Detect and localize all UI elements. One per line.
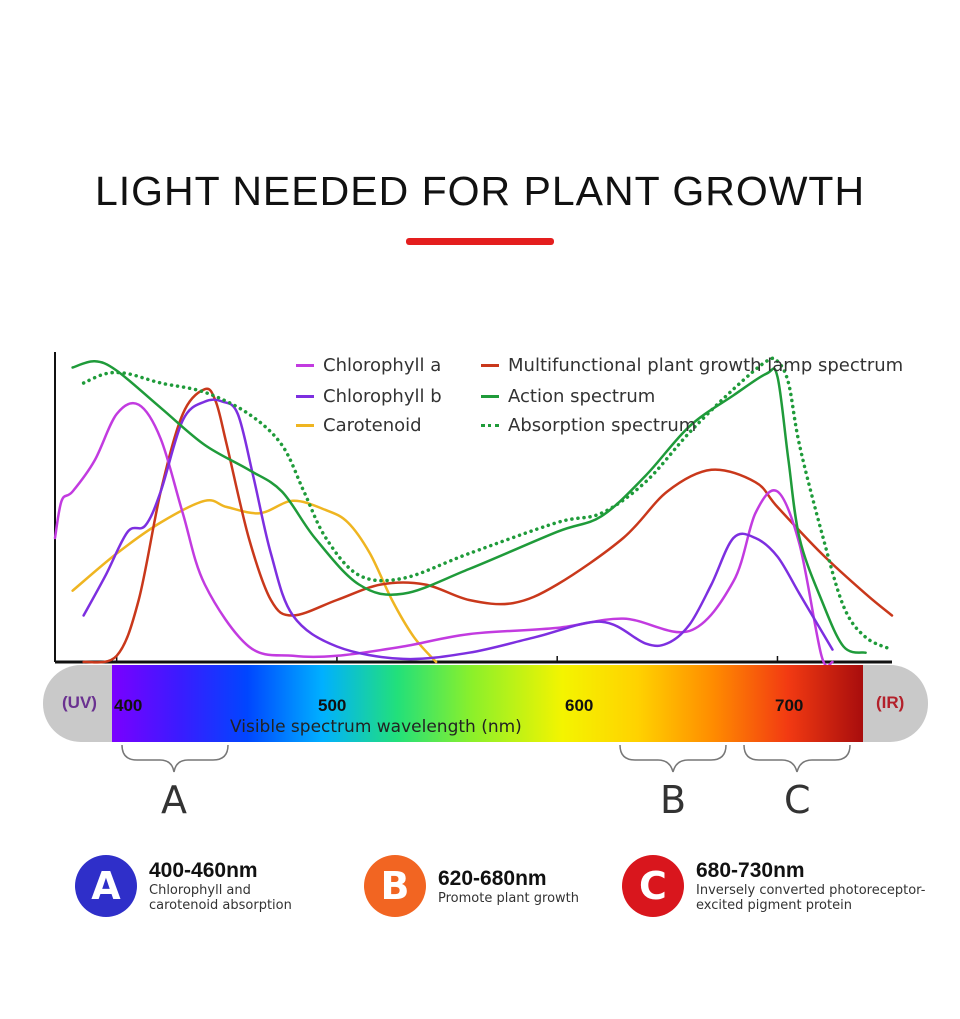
chart-series-layer — [53, 356, 894, 665]
legend-swatch — [296, 424, 314, 427]
series-line-absorption-spectrum — [81, 356, 894, 652]
legend-label: Action spectrum — [508, 386, 656, 407]
band-desc-line: excited pigment protein — [696, 898, 852, 913]
page-title: LIGHT NEEDED FOR PLANT GROWTH — [94, 168, 866, 214]
legend-swatch — [481, 364, 499, 367]
legend-item-chlorophyll-a: Chlorophyll a — [296, 355, 441, 376]
tick-label-500: 500 — [318, 696, 347, 715]
badge-b: B — [364, 855, 426, 917]
ir-label: (IR) — [876, 693, 905, 712]
series-line-chlorophyll-b — [82, 398, 834, 661]
legend-item-carotenoid: Carotenoid — [296, 415, 422, 436]
legend-label: Multifunctional plant growth lamp spectr… — [508, 355, 904, 376]
tick-label-400: 400 — [114, 696, 143, 715]
band-info-b: B 620-680nm Promote plant growth — [364, 855, 579, 917]
bracket-c — [743, 744, 851, 773]
legend-label: Absorption spectrum — [508, 415, 697, 436]
legend-swatch — [296, 364, 314, 367]
legend-label: Chlorophyll a — [323, 355, 442, 376]
bracket-a — [121, 744, 229, 773]
tick-label-700: 700 — [775, 696, 804, 715]
series-line-chlorophyll-a — [53, 401, 834, 665]
band-range: 620-680nm — [438, 866, 547, 890]
visible-spectrum-bar: (UV) (IR) 400 500 600 700 Visible spectr… — [43, 665, 928, 742]
badge-c: C — [622, 855, 684, 917]
band-desc-line: Promote plant growth — [438, 890, 580, 906]
legend-swatch — [296, 395, 314, 398]
series-line-carotenoid — [71, 498, 438, 664]
band-letter-b: B — [660, 778, 687, 822]
spectrum-caption: Visible spectrum wavelength (nm) — [230, 717, 522, 737]
legend-swatch — [481, 395, 499, 398]
band-range: 680-730nm — [696, 859, 805, 882]
uv-label: (UV) — [62, 693, 97, 712]
band-info-a: A 400-460nm Chlorophyll and carotenoid a… — [75, 855, 292, 917]
bracket-b — [619, 744, 727, 773]
legend-item-chlorophyll-b: Chlorophyll b — [296, 386, 442, 407]
legend-item-action-spectrum: Action spectrum — [481, 386, 655, 407]
legend-swatch — [481, 424, 499, 427]
series-line-multifunctional-plant-growth-lamp-spectrum — [82, 387, 894, 664]
tick-label-600: 600 — [565, 696, 594, 715]
band-desc-line: carotenoid absorption — [149, 898, 292, 913]
badge-a: A — [75, 855, 137, 917]
band-letter-a: A — [161, 778, 187, 822]
legend-label: Carotenoid — [323, 415, 422, 436]
spectrum-gradient — [112, 665, 863, 742]
band-range: 400-460nm — [149, 859, 258, 882]
band-info-c: C 680-730nm Inversely converted photorec… — [622, 855, 925, 917]
series-line-action-spectrum — [71, 360, 867, 654]
legend-item-absorption-spectrum: Absorption spectrum — [481, 415, 696, 436]
title-underline — [406, 238, 554, 245]
band-desc-line: Inversely converted photoreceptor- — [696, 883, 926, 898]
legend-item-lamp-spectrum: Multifunctional plant growth lamp spectr… — [481, 355, 903, 376]
band-letter-c: C — [784, 778, 811, 822]
legend-label: Chlorophyll b — [323, 386, 442, 407]
band-desc-line: Chlorophyll and — [149, 883, 251, 898]
spectrum-chart — [53, 352, 894, 665]
